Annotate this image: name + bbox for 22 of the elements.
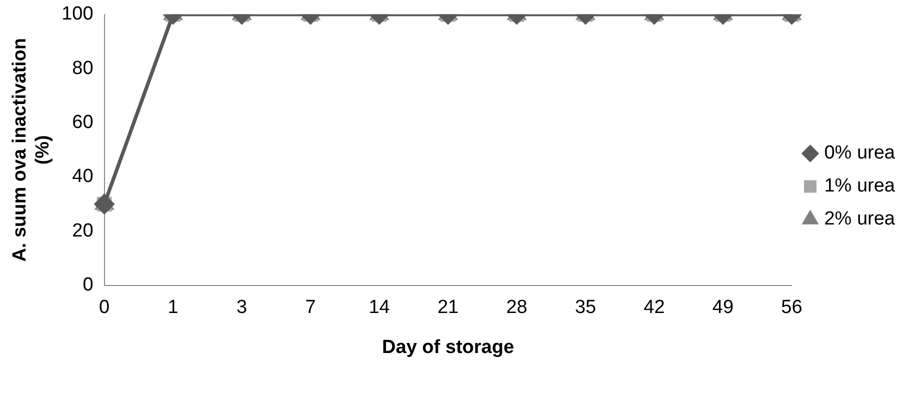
y-tick-label: 60 xyxy=(72,112,94,134)
y-tick-label: 40 xyxy=(72,166,94,188)
x-tick-label: 14 xyxy=(368,297,390,318)
x-tick-label: 42 xyxy=(644,297,665,318)
legend-label: 2% urea xyxy=(824,208,896,230)
x-tick-label: 3 xyxy=(236,297,248,318)
legend-label: 0% urea xyxy=(824,142,896,164)
y-tick-label: 80 xyxy=(72,58,94,79)
y-axis-title: A. suum ova inactivation (%) xyxy=(10,38,54,262)
x-tick-label: 49 xyxy=(712,297,734,318)
x-axis-title: Day of storage xyxy=(382,336,514,358)
y-tick-label: 20 xyxy=(72,220,94,242)
x-tick-label: 0 xyxy=(99,297,110,318)
x-tick-label: 1 xyxy=(168,297,178,318)
x-tick-label: 21 xyxy=(437,297,459,318)
y-tick-label: 0 xyxy=(82,274,94,296)
x-tick-label: 56 xyxy=(781,297,802,318)
x-tick-label: 35 xyxy=(574,297,596,318)
x-tick-label: 7 xyxy=(305,297,316,318)
y-tick-label: 100 xyxy=(62,4,94,25)
x-tick-label: 28 xyxy=(506,297,528,318)
legend-label: 1% urea xyxy=(824,176,896,197)
